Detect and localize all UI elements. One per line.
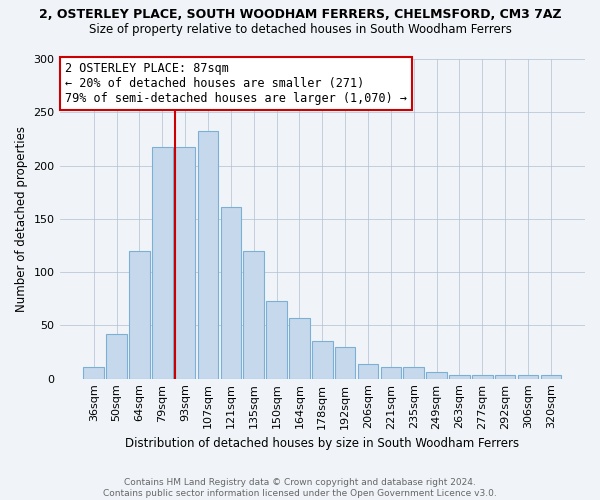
Bar xyxy=(335,346,355,378)
Text: Size of property relative to detached houses in South Woodham Ferrers: Size of property relative to detached ho… xyxy=(89,22,511,36)
Bar xyxy=(175,148,196,378)
Text: 2, OSTERLEY PLACE, SOUTH WOODHAM FERRERS, CHELMSFORD, CM3 7AZ: 2, OSTERLEY PLACE, SOUTH WOODHAM FERRERS… xyxy=(38,8,562,20)
Bar xyxy=(495,376,515,378)
Bar xyxy=(380,367,401,378)
Bar xyxy=(244,251,264,378)
X-axis label: Distribution of detached houses by size in South Woodham Ferrers: Distribution of detached houses by size … xyxy=(125,437,520,450)
Y-axis label: Number of detached properties: Number of detached properties xyxy=(15,126,28,312)
Bar xyxy=(312,342,332,378)
Text: 2 OSTERLEY PLACE: 87sqm
← 20% of detached houses are smaller (271)
79% of semi-d: 2 OSTERLEY PLACE: 87sqm ← 20% of detache… xyxy=(65,62,407,105)
Bar xyxy=(358,364,378,378)
Bar xyxy=(198,132,218,378)
Bar xyxy=(518,376,538,378)
Bar xyxy=(129,251,150,378)
Bar xyxy=(266,301,287,378)
Bar xyxy=(221,207,241,378)
Bar xyxy=(541,376,561,378)
Bar xyxy=(403,367,424,378)
Bar xyxy=(152,148,173,378)
Bar xyxy=(449,376,470,378)
Bar xyxy=(426,372,447,378)
Bar xyxy=(289,318,310,378)
Bar xyxy=(83,367,104,378)
Bar xyxy=(106,334,127,378)
Text: Contains HM Land Registry data © Crown copyright and database right 2024.
Contai: Contains HM Land Registry data © Crown c… xyxy=(103,478,497,498)
Bar xyxy=(472,376,493,378)
